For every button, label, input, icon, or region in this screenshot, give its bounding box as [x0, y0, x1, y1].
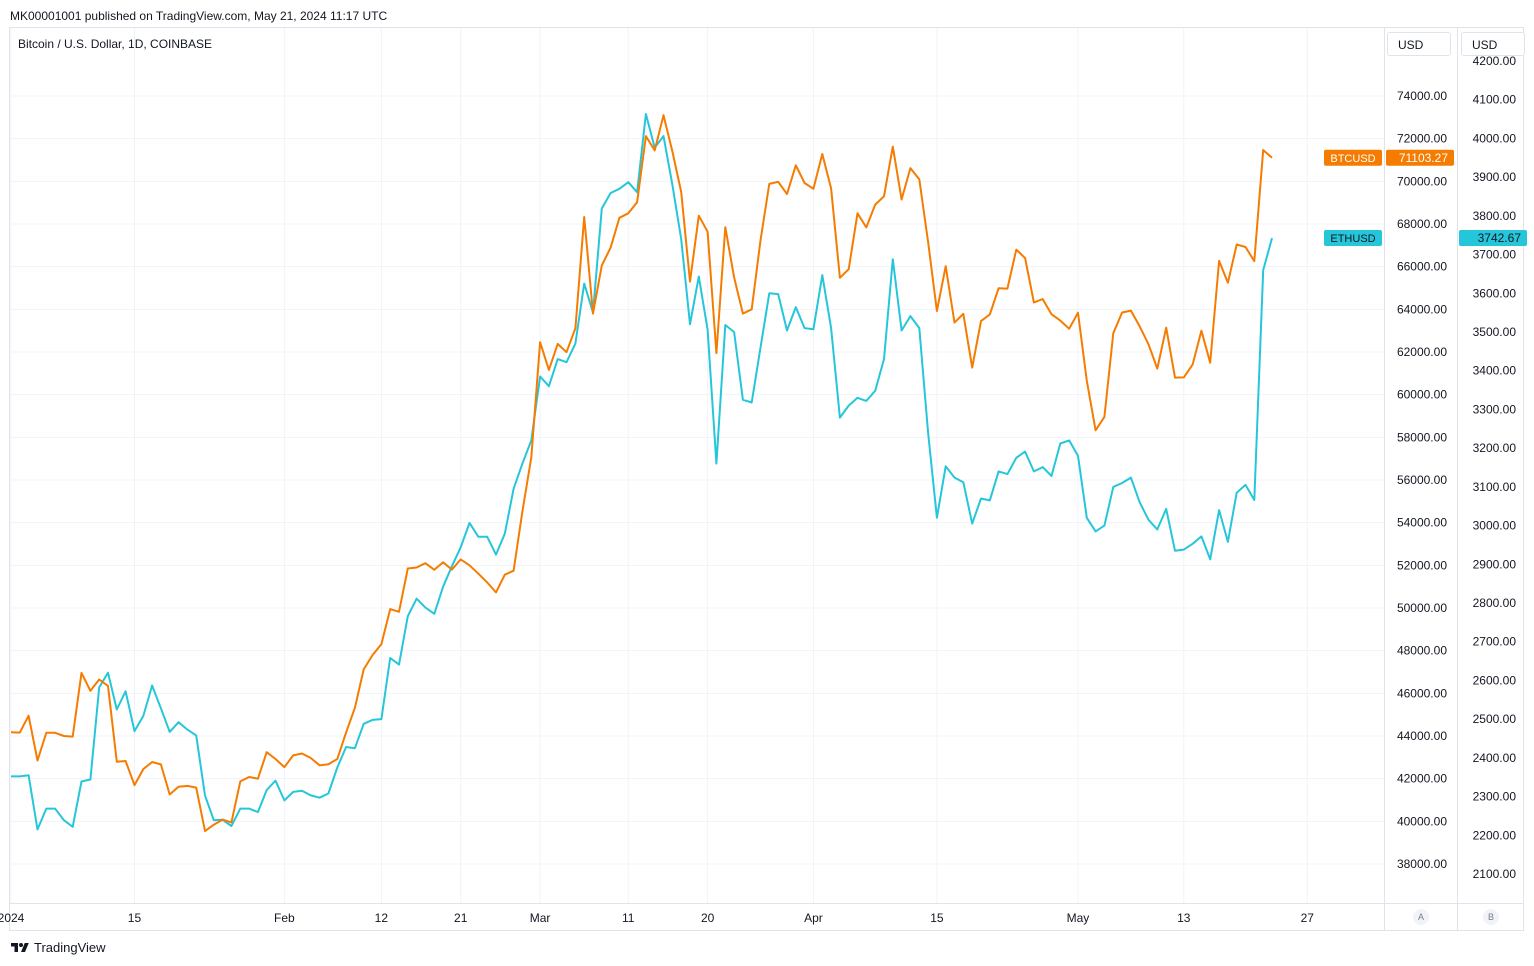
chart-frame [9, 27, 1524, 931]
left-scale-mode-button[interactable]: A [1413, 909, 1429, 925]
footer-brand-label: TradingView [34, 940, 106, 955]
symbol-title: Bitcoin / U.S. Dollar, 1D, COINBASE [18, 37, 213, 51]
tradingview-logo-icon [11, 942, 29, 952]
right-scale-unit[interactable]: USD [1461, 32, 1525, 56]
right-scale-mode-button[interactable]: B [1483, 909, 1499, 925]
footer-brand[interactable]: TradingView [10, 940, 106, 955]
publisher-line: MK00001001 published on TradingView.com,… [10, 9, 388, 23]
left-scale-unit[interactable]: USD [1387, 32, 1451, 56]
